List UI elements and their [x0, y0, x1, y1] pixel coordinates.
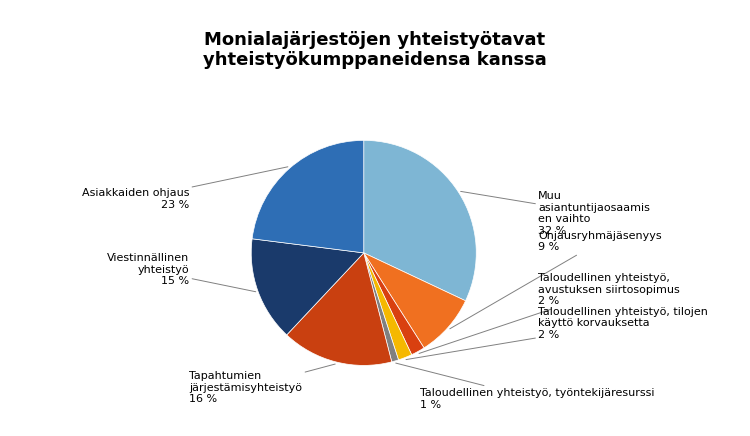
Wedge shape: [364, 253, 466, 348]
Wedge shape: [364, 253, 412, 360]
Text: Asiakkaiden ohjaus
23 %: Asiakkaiden ohjaus 23 %: [82, 167, 288, 210]
Wedge shape: [251, 239, 364, 335]
Wedge shape: [286, 253, 392, 365]
Wedge shape: [364, 253, 398, 362]
Text: Ohjausryhmäjäsenyys
9 %: Ohjausryhmäjäsenyys 9 %: [450, 231, 662, 329]
Wedge shape: [364, 140, 476, 301]
Text: Taloudellinen yhteistyö, tilojen
käyttö korvauksetta
2 %: Taloudellinen yhteistyö, tilojen käyttö …: [406, 307, 708, 360]
Text: Taloudellinen yhteistyö,
avustuksen siirtosopimus
2 %: Taloudellinen yhteistyö, avustuksen siir…: [419, 273, 680, 354]
Text: Monialajärjestöjen yhteistyötavat
yhteistyökumppaneidensa kanssa: Monialajärjestöjen yhteistyötavat yhteis…: [203, 31, 547, 69]
Text: Tapahtumien
järjestämisyhteistyö
16 %: Tapahtumien järjestämisyhteistyö 16 %: [189, 364, 335, 405]
Wedge shape: [252, 140, 364, 253]
Text: Muu
asiantuntijaosaamis
en vaihto
32 %: Muu asiantuntijaosaamis en vaihto 32 %: [460, 191, 650, 236]
Text: Taloudellinen yhteistyö, työntekijäresurssi
1 %: Taloudellinen yhteistyö, työntekijäresur…: [396, 363, 655, 410]
Wedge shape: [364, 253, 424, 355]
Text: Viestinnällinen
yhteistyö
15 %: Viestinnällinen yhteistyö 15 %: [107, 253, 256, 292]
